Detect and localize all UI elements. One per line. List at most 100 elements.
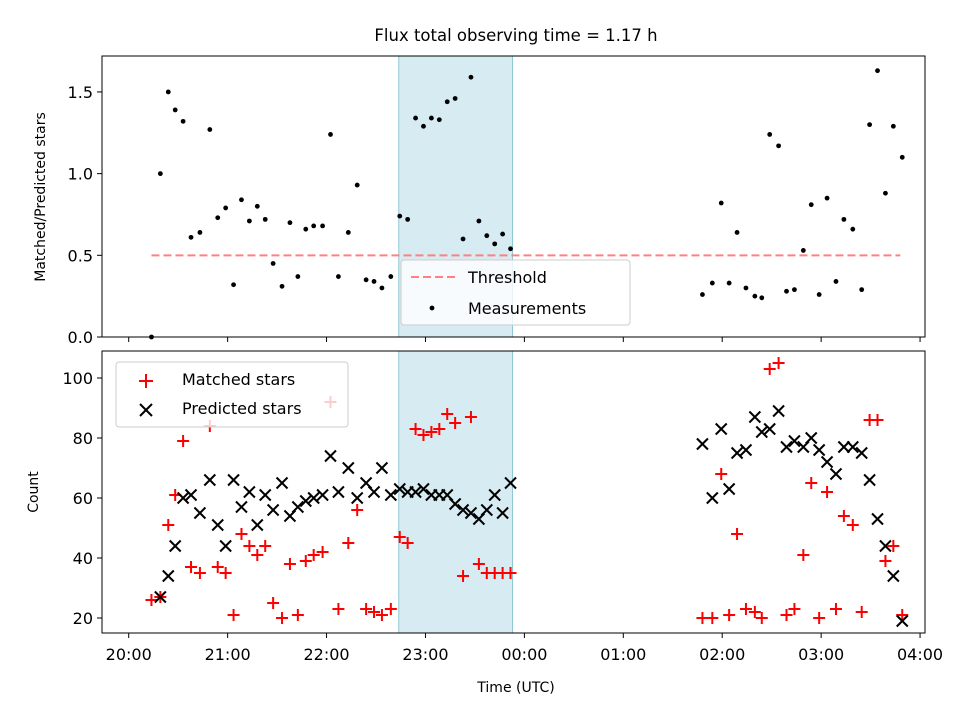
legend-predicted-label: Predicted stars <box>182 399 302 418</box>
measurement-point <box>270 261 276 266</box>
predicted-star-point <box>772 404 785 418</box>
matched-star-point <box>283 558 296 570</box>
predicted-star-point <box>820 455 834 469</box>
measurement-point <box>320 223 325 229</box>
measurement-point <box>231 282 236 288</box>
matched-star-point <box>788 603 801 615</box>
predicted-star-point <box>464 506 478 520</box>
matched-star-point <box>797 549 810 561</box>
predicted-star-point <box>488 488 501 502</box>
predicted-star-point <box>722 482 736 496</box>
matched-star-point <box>332 603 345 615</box>
x-axis-label: Time (UTC) <box>476 680 554 696</box>
measurement-point <box>345 230 351 235</box>
measurement-point <box>328 132 333 137</box>
predicted-star-point <box>896 614 909 628</box>
measurement-point <box>726 280 732 286</box>
measurement-point <box>867 122 873 128</box>
measurement-point <box>460 236 466 242</box>
measurement-point <box>500 231 506 237</box>
matched-star-point <box>780 609 793 621</box>
matched-star-point <box>896 609 909 621</box>
predicted-star-point <box>887 569 900 583</box>
predicted-star-point <box>448 497 462 511</box>
measurement-point <box>388 274 394 279</box>
predicted-star-point <box>837 440 851 454</box>
bottom-legend: Matched stars Predicted stars <box>115 361 349 428</box>
measurement-point <box>468 74 474 80</box>
measurement-point <box>792 287 797 293</box>
matched-star-point <box>871 414 884 426</box>
matched-star-point <box>360 603 373 615</box>
matched-star-point <box>368 606 381 618</box>
measurement-point <box>899 154 905 160</box>
measurement-point <box>379 285 385 291</box>
chart-title: Flux total observing time = 1.17 h <box>374 26 657 45</box>
matched-star-point <box>393 531 406 543</box>
top-y-axis-label: Matched/Predicted stars <box>33 112 49 282</box>
predicted-star-point <box>829 467 843 481</box>
matched-star-point <box>162 519 175 531</box>
top-axes-frame <box>101 55 926 338</box>
matched-star-point <box>342 537 355 549</box>
predicted-star-point <box>456 503 470 517</box>
measurement-point <box>295 274 301 279</box>
measurement-point <box>743 285 749 291</box>
matched-star-point <box>375 609 388 621</box>
predicted-star-point <box>251 518 264 532</box>
measurement-point <box>784 288 789 294</box>
x-tick-label: 04:00 <box>897 645 943 664</box>
predicted-star-point <box>846 440 859 454</box>
predicted-star-point <box>266 503 280 517</box>
measurement-point <box>279 283 285 289</box>
predicted-star-point <box>812 443 826 457</box>
measurement-point <box>859 287 865 293</box>
measurement-point <box>833 279 839 284</box>
matched-star-point <box>464 411 477 423</box>
predicted-star-point <box>203 473 217 487</box>
matched-star-point <box>235 528 248 540</box>
measurement-point <box>850 226 856 232</box>
measurement-point <box>215 215 221 221</box>
measurement-point <box>808 202 814 208</box>
measurement-point <box>767 132 773 137</box>
matched-stars-points <box>145 357 909 624</box>
measurement-point <box>180 118 186 124</box>
matched-star-point <box>251 549 264 561</box>
matched-star-point <box>243 540 256 552</box>
measurement-point <box>303 226 309 232</box>
predicted-star-point <box>162 569 175 583</box>
matched-star-point <box>433 423 446 435</box>
measurement-point <box>436 117 442 123</box>
measurement-point <box>207 127 213 132</box>
matched-star-point <box>879 555 892 567</box>
predicted-star-point <box>176 491 190 505</box>
measurement-point <box>890 123 896 129</box>
measurement-point <box>262 216 268 222</box>
measurement-point <box>371 279 377 284</box>
x-tick-label: 01:00 <box>600 645 646 664</box>
measurement-point <box>883 190 888 196</box>
measurement-point <box>172 107 178 113</box>
measurement-point <box>875 68 880 74</box>
legend-measurements-swatch <box>429 305 435 311</box>
predicted-star-point <box>739 443 753 457</box>
matched-star-point <box>715 468 728 480</box>
predicted-star-point <box>480 503 493 517</box>
legend-threshold-label: Threshold <box>467 268 547 287</box>
predicted-star-point <box>393 482 406 496</box>
predicted-star-point <box>496 506 509 520</box>
matched-star-point <box>193 567 206 579</box>
matched-star-point <box>384 603 397 615</box>
predicted-star-point <box>409 485 422 499</box>
matched-star-point <box>723 609 736 621</box>
matched-star-point <box>227 609 240 621</box>
predicted-star-point <box>706 491 719 505</box>
measurement-point <box>197 230 203 235</box>
measurement-point <box>413 115 418 121</box>
top-y-tick-label: 1.5 <box>68 83 93 102</box>
predicted-star-point <box>879 539 892 553</box>
predicted-star-point <box>324 449 337 463</box>
top-y-tick-label: 0.5 <box>68 246 93 265</box>
measurement-point <box>734 230 740 235</box>
